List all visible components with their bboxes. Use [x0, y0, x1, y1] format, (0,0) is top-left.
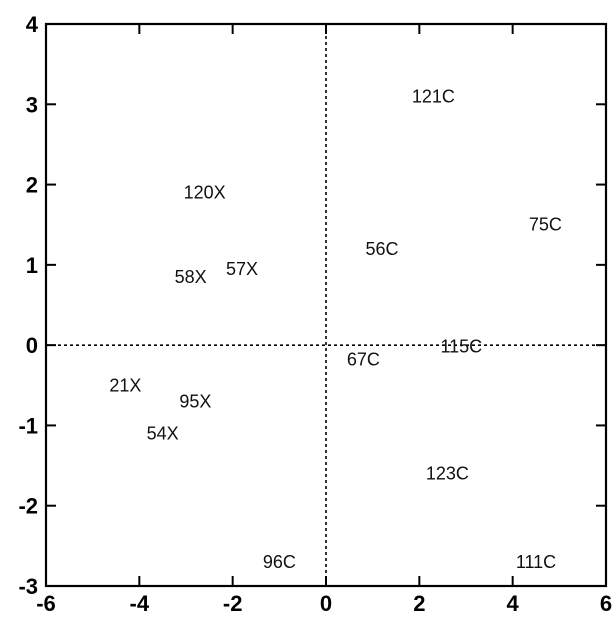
y-tick-label: 3: [26, 92, 38, 117]
data-point-label: 123C: [426, 464, 469, 484]
x-tick-label: 2: [413, 591, 425, 616]
y-tick-label: 2: [26, 173, 38, 198]
data-point-label: 21X: [109, 375, 141, 395]
data-point-label: 115C: [440, 337, 482, 357]
data-point-label: 57X: [226, 259, 258, 279]
data-point-label: 120X: [184, 183, 226, 203]
x-tick-label: -2: [223, 591, 243, 616]
x-tick-label: 6: [600, 591, 612, 616]
y-tick-label: 4: [26, 12, 39, 37]
data-point-label: 121C: [412, 86, 455, 106]
data-point-label: 75C: [529, 215, 562, 235]
data-point-label: 54X: [147, 423, 179, 443]
data-point-label: 96C: [263, 552, 296, 572]
x-tick-label: -4: [130, 591, 150, 616]
y-tick-label: -1: [18, 413, 38, 438]
y-tick-label: 0: [26, 333, 38, 358]
data-point-label: 56C: [365, 239, 398, 259]
y-tick-label: -2: [18, 494, 38, 519]
data-point-label: 58X: [175, 267, 207, 287]
data-point-label: 111C: [516, 552, 556, 572]
reference-lines-layer: [46, 24, 606, 586]
y-tick-label: -3: [18, 574, 38, 599]
x-tick-label: -6: [36, 591, 56, 616]
x-tick-label: 0: [320, 591, 332, 616]
data-point-label: 95X: [179, 391, 211, 411]
ticks-layer: -6 -4 -2 0 2 4 6 -3 -2 -1 0 1 2 3 4: [18, 12, 612, 616]
x-tick-label: 4: [507, 591, 520, 616]
y-tick-label: 1: [26, 253, 38, 278]
data-point-label: 67C: [347, 350, 380, 370]
